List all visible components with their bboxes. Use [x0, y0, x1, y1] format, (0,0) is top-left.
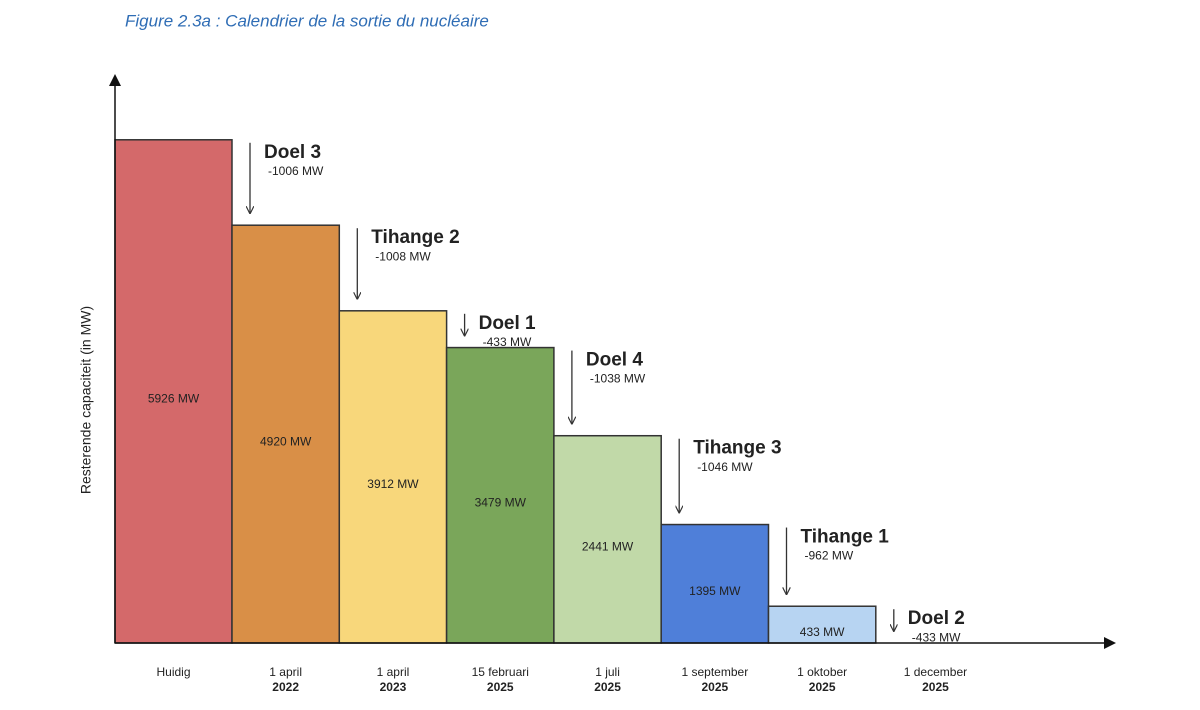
- y-axis-label: Resterende capaciteit (in MW): [78, 306, 94, 494]
- bar: [231, 224, 341, 644]
- annotation-label: Tihange 2: [371, 227, 459, 248]
- x-tick-label: 1 juli: [595, 665, 620, 679]
- annotation-change: -1008 MW: [375, 249, 431, 263]
- bar: [445, 346, 555, 644]
- bar: [553, 434, 662, 644]
- x-tick-label: 1 oktober: [797, 665, 847, 679]
- x-tick-label: 2025: [809, 680, 836, 694]
- bar: [660, 523, 770, 644]
- value-label: 433 MW: [800, 625, 845, 639]
- x-tick-label: 2025: [922, 680, 949, 694]
- value-label: 3479 MW: [475, 495, 527, 509]
- x-tick-label: 2025: [701, 680, 728, 694]
- annotation-label: Doel 4: [586, 350, 643, 371]
- bar: [114, 139, 233, 644]
- annotation-label: Doel 1: [479, 313, 536, 334]
- annotation-change: -1046 MW: [697, 460, 753, 474]
- x-tick-label: 2023: [380, 680, 407, 694]
- annotation-label: Tihange 1: [801, 527, 890, 548]
- annotation-label: Tihange 3: [693, 438, 781, 459]
- annotation-label: Doel 3: [264, 142, 321, 163]
- value-label: 4920 MW: [260, 434, 312, 448]
- x-tick-label: 1 september: [681, 665, 748, 679]
- x-tick-label: Huidig: [156, 665, 190, 679]
- x-tick-label: 2025: [594, 680, 621, 694]
- x-tick-label: 1 april: [377, 665, 410, 679]
- bar: [338, 310, 448, 644]
- annotation-label: Doel 2: [908, 608, 965, 629]
- value-label: 5926 MW: [148, 392, 200, 406]
- x-tick-label: 2022: [272, 680, 299, 694]
- annotation-change: -433 MW: [483, 335, 532, 349]
- value-label: 1395 MW: [689, 584, 741, 598]
- value-label: 2441 MW: [582, 540, 634, 554]
- annotation-change: -1006 MW: [268, 164, 324, 178]
- x-tick-label: 1 december: [904, 665, 967, 679]
- chart-title: Figure 2.3a : Calendrier de la sortie du…: [125, 11, 489, 30]
- x-tick-label: 2025: [487, 680, 514, 694]
- annotation-change: -433 MW: [912, 630, 961, 644]
- x-tick-label: 15 februari: [472, 665, 529, 679]
- annotation-change: -1038 MW: [590, 372, 646, 386]
- x-tick-label: 1 april: [269, 665, 302, 679]
- value-label: 3912 MW: [367, 477, 419, 491]
- annotation-change: -962 MW: [805, 549, 854, 563]
